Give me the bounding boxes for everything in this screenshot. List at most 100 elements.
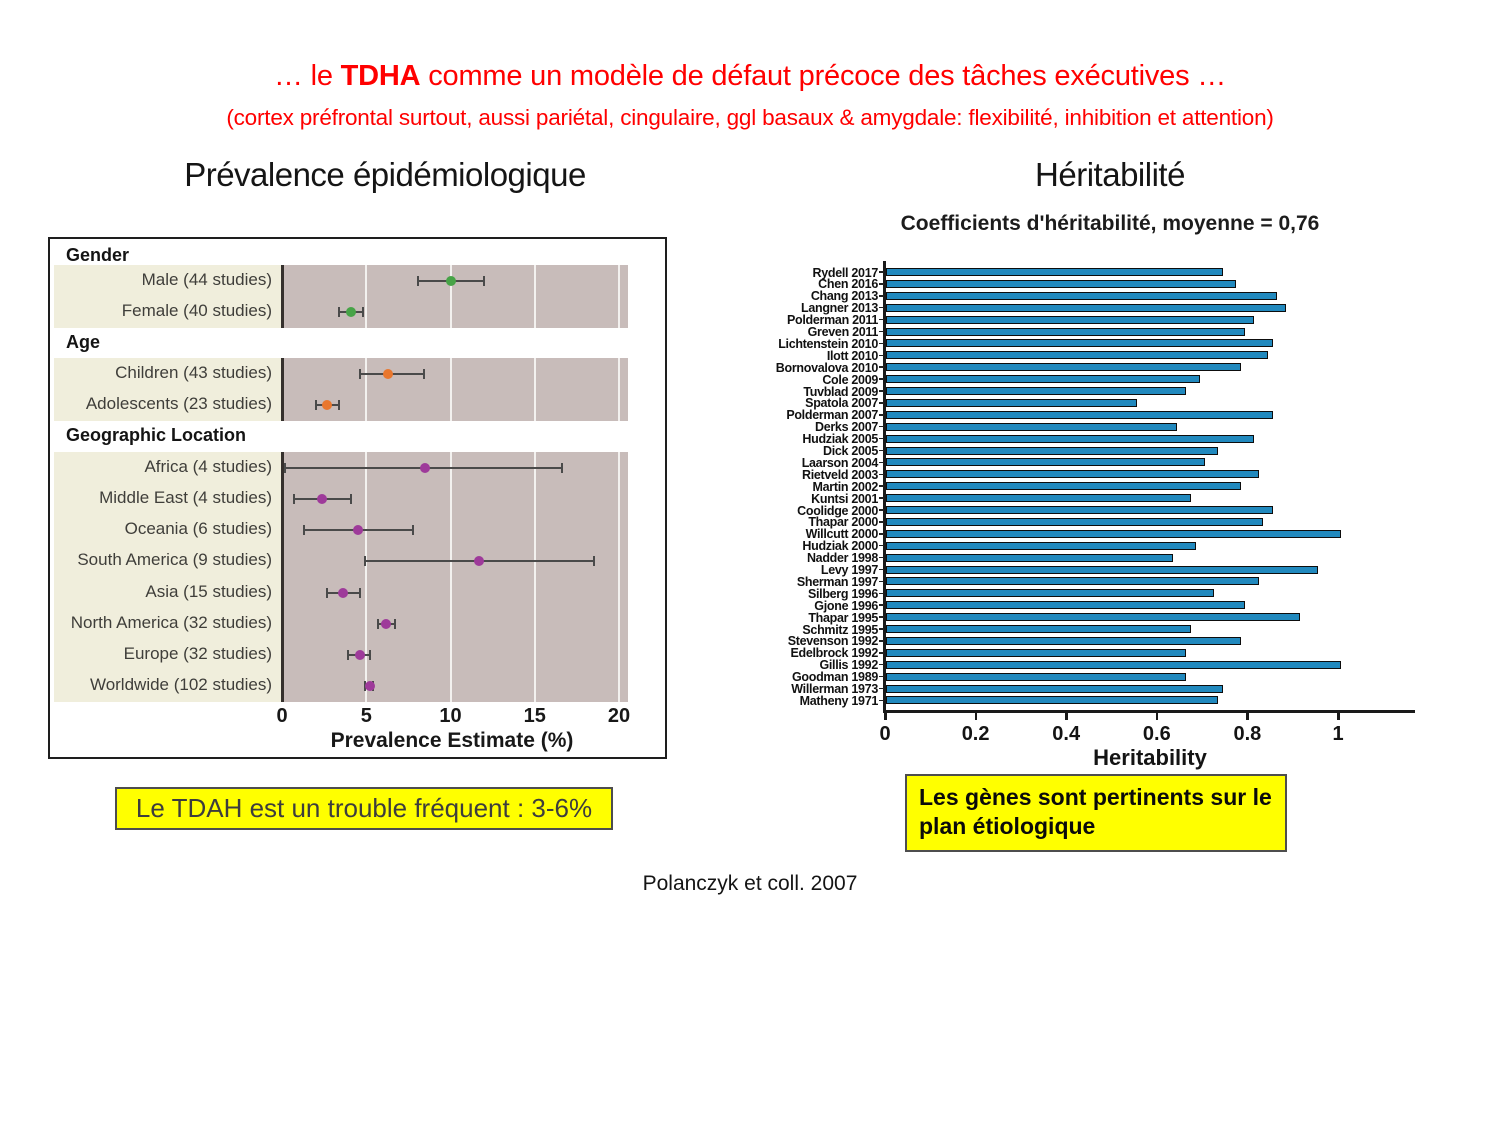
bar (885, 363, 1241, 372)
bars-x-axis-title: Heritability (1093, 745, 1207, 770)
forest-gridline (449, 265, 452, 328)
bar-y-tick (879, 604, 884, 606)
forest-point (337, 587, 348, 598)
forest-gridline (533, 452, 536, 702)
forest-ci-cap (346, 650, 349, 661)
forest-label-bg (54, 265, 282, 328)
bar (885, 279, 1237, 288)
bar-label: Chang 2013 (810, 289, 878, 304)
bar (885, 636, 1241, 645)
slide-title: … le TDHA comme un modèle de défaut préc… (0, 60, 1500, 93)
bar-label: Nadder 1998 (806, 551, 878, 566)
bar (885, 315, 1255, 324)
bar-label: Dick 2005 (823, 444, 878, 458)
bar-label: Derks 2007 (814, 420, 878, 435)
bars-x-tick-label: 0.8 (1233, 723, 1262, 745)
bar-label: Bornovalova 2010 (775, 360, 879, 375)
bar (885, 660, 1341, 669)
forest-gridline (449, 358, 452, 421)
forest-gridline (533, 265, 536, 328)
bar (885, 672, 1187, 681)
bar (885, 470, 1259, 479)
bar-y-tick (879, 425, 884, 428)
bar (885, 541, 1196, 550)
forest-gridline (365, 265, 368, 328)
forest-ci-cap (483, 275, 486, 286)
bar (885, 625, 1191, 633)
bar-label: Laarson 2004 (801, 455, 879, 470)
heritability-bar-chart: Rydell 2017 Chen 2016 Chang 2013 Langner 20… (770, 255, 1450, 770)
slide-title-prefix: … le (273, 60, 341, 92)
bar-label: Tuvblad 2009 (803, 384, 878, 399)
forest-ci-cap (363, 681, 366, 692)
bar (885, 458, 1205, 467)
bar (885, 589, 1214, 598)
forest-row-label: South America (9 studies) (77, 550, 272, 570)
forest-ci-cap (368, 650, 371, 661)
bar (885, 684, 1223, 693)
bar-y-tick (879, 509, 884, 511)
bar-y-tick (879, 402, 884, 404)
bar (885, 291, 1278, 300)
forest-gridline (365, 358, 368, 421)
genes-callout-line1: Les gènes sont pertinents sur le (919, 784, 1272, 810)
forest-row-label: Adolescents (23 studies) (85, 394, 272, 414)
bars-x-axis (883, 710, 1415, 713)
slide-subtitle: (cortex préfrontal surtout, aussi pariét… (226, 105, 1274, 130)
bars-x-tick-label: 0 (879, 723, 891, 745)
forest-x-tick-label: 20 (607, 705, 631, 727)
bar (885, 517, 1264, 526)
citation: Polanczyk et coll. 2007 (642, 872, 858, 895)
bar-label: Ilott 2010 (826, 348, 878, 363)
forest-ci-cap (422, 368, 425, 379)
forest-ci-cap (338, 400, 341, 411)
forest-zero-axis (281, 265, 284, 328)
bar (885, 410, 1273, 419)
forest-ci-cap (302, 525, 305, 536)
bar-label: Goodman 1989 (791, 670, 878, 685)
bar-y-tick (879, 306, 884, 309)
bar-y-tick (879, 390, 884, 392)
bar-y-tick (879, 366, 884, 368)
forest-plot-bg (282, 452, 628, 702)
bar-label: Silberg 1996 (807, 586, 878, 601)
bar-label: Cole 2009 (822, 372, 878, 387)
forest-point (381, 618, 392, 629)
bar (885, 613, 1300, 622)
bar (885, 398, 1137, 407)
bar (885, 648, 1187, 657)
forest-plot-bg (282, 265, 628, 328)
forest-row-label: Children (43 studies) (115, 362, 272, 382)
forest-row-label: Africa (4 studies) (144, 456, 272, 476)
bar-y-tick (879, 485, 884, 487)
bar-label: Coolidge 2000 (797, 503, 878, 518)
bars-x-tick (884, 712, 887, 720)
forest-ci-cap (361, 307, 364, 318)
forest-ci-cap (412, 525, 415, 536)
forest-point (445, 275, 456, 286)
genes-callout-line2: plan étiologique (919, 813, 1096, 840)
forest-section-header: Age (66, 332, 101, 352)
forest-x-axis-title: Prevalence Estimate (%) (330, 729, 574, 752)
bar-label: Gillis 1992 (819, 658, 878, 673)
bar-label: Greven 2011 (807, 325, 879, 339)
forest-gridline (618, 265, 620, 328)
heritability-chart-subtitle: Coefficients d'héritabilité, moyenne = 0… (900, 212, 1320, 235)
forest-section-header: Geographic Location (66, 425, 247, 445)
forest-gridline (618, 358, 620, 421)
forest-band (54, 452, 628, 702)
bar-label: Gjone 1996 (814, 598, 878, 613)
bar-label: Polderman 2011 (787, 313, 878, 328)
bar-y-tick (879, 687, 884, 690)
bar-label: Chen 2016 (818, 277, 878, 292)
forest-ci-cap (326, 587, 329, 598)
forest-point (364, 681, 375, 692)
bar (885, 446, 1219, 455)
forest-gridline (618, 452, 620, 702)
forest-point (383, 368, 394, 379)
forest-zero-axis (281, 358, 284, 421)
bar (885, 434, 1255, 443)
bar-label: Sherman 1997 (796, 574, 878, 589)
forest-label-bg (54, 358, 282, 421)
forest-row-label: Oceania (6 studies) (124, 519, 272, 539)
